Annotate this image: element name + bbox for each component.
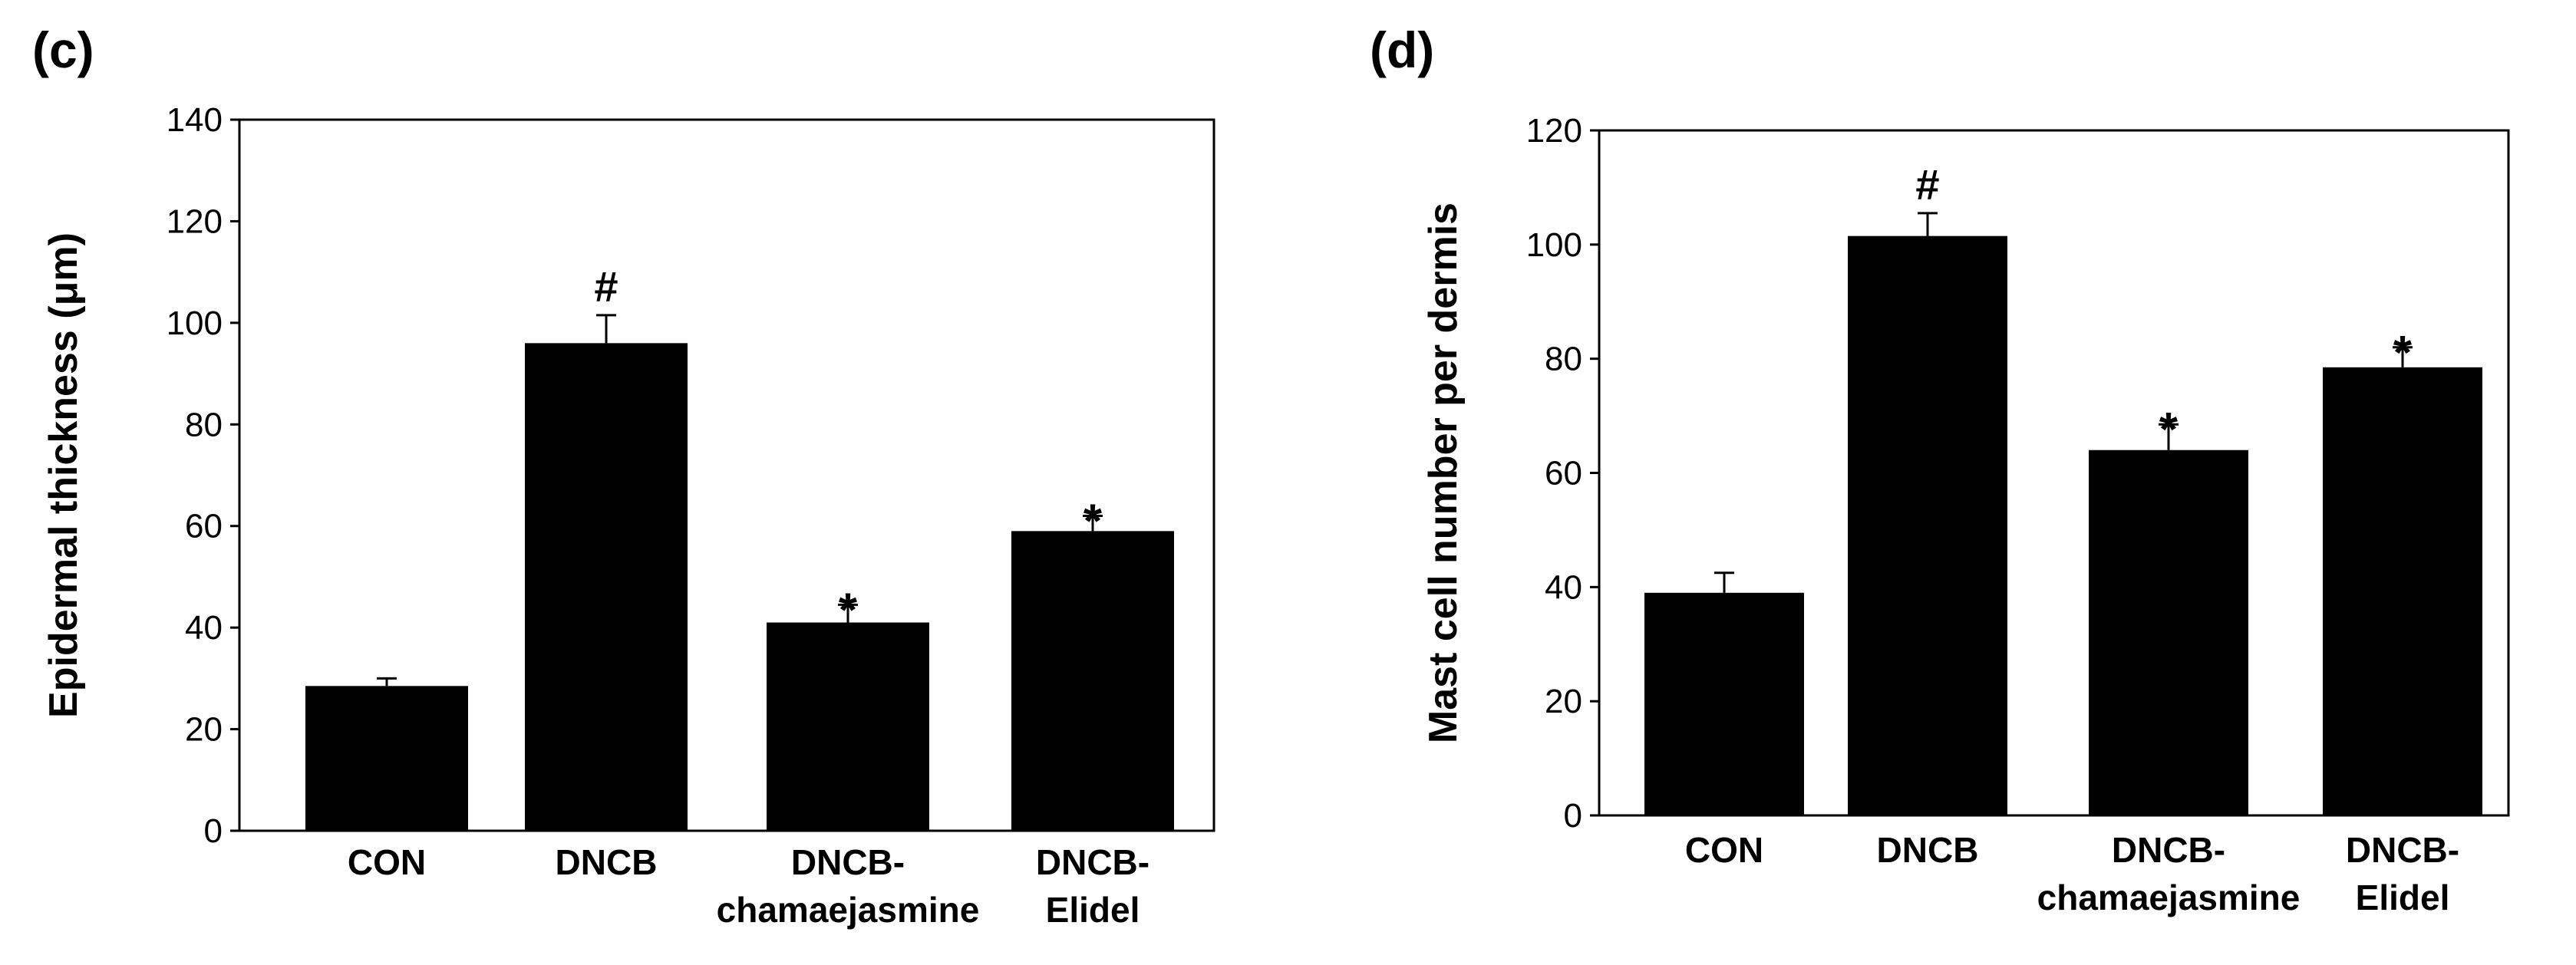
y-axis-title: Epidermal thickness (μm) [41, 232, 86, 718]
bar [767, 622, 929, 831]
y-tick-label: 120 [167, 203, 223, 240]
bar [1848, 235, 2007, 815]
bar [1011, 531, 1174, 831]
bar [2323, 367, 2482, 815]
y-tick-label: 0 [1564, 797, 1582, 835]
x-category-label: chamaejasmine [2037, 878, 2301, 917]
y-tick-label: 0 [204, 812, 223, 850]
x-category-label: DNCB [556, 842, 658, 882]
y-tick-label: 60 [185, 508, 223, 545]
y-tick-label: 40 [185, 609, 223, 647]
x-category-label: DNCB- [1036, 842, 1149, 882]
bar [1644, 592, 1804, 815]
y-tick-label: 60 [1545, 455, 1582, 492]
panel-c: (c) 0 20 40 60 80 100 120 140 Epidermal thickness… [32, 21, 1215, 930]
plot-frame [238, 118, 1215, 832]
x-category-label: Elidel [2356, 878, 2450, 917]
x-category-label: DNCB- [791, 842, 905, 882]
y-tick-label: 100 [1526, 226, 1582, 264]
x-category-label: DNCB- [2112, 830, 2225, 870]
bar [305, 686, 468, 831]
y-tick-label: 100 [167, 305, 223, 342]
x-category-label: chamaejasmine [717, 890, 980, 930]
x-category-label: Elidel [1046, 890, 1140, 930]
panel-d: (d) 0 20 40 60 80 100 120 Mast cell number per d… [1370, 21, 2510, 917]
panel-label: (c) [32, 21, 94, 78]
y-tick-label: 20 [185, 711, 223, 749]
bar [525, 343, 688, 831]
y-tick-label: 40 [1545, 568, 1582, 606]
y-tick-label: 20 [1545, 683, 1582, 720]
y-tick-label: 140 [167, 101, 223, 139]
significance-mark: # [1915, 160, 1939, 209]
significance-mark: * [2393, 327, 2413, 380]
y-tick-label: 80 [1545, 341, 1582, 378]
x-category-label: CON [1685, 830, 1763, 870]
significance-mark: * [1084, 495, 1103, 548]
panel-label: (d) [1370, 21, 1434, 78]
x-category-label: DNCB- [2346, 830, 2459, 870]
bar [2089, 450, 2248, 815]
y-tick-label: 80 [185, 406, 223, 443]
significance-mark: # [594, 262, 618, 311]
x-category-label: CON [348, 842, 426, 882]
significance-mark: * [2159, 403, 2179, 456]
y-tick-label: 120 [1526, 112, 1582, 150]
significance-mark: * [839, 584, 858, 637]
x-category-label: DNCB [1877, 830, 1979, 870]
y-axis-title: Mast cell number per dermis [1421, 203, 1466, 743]
